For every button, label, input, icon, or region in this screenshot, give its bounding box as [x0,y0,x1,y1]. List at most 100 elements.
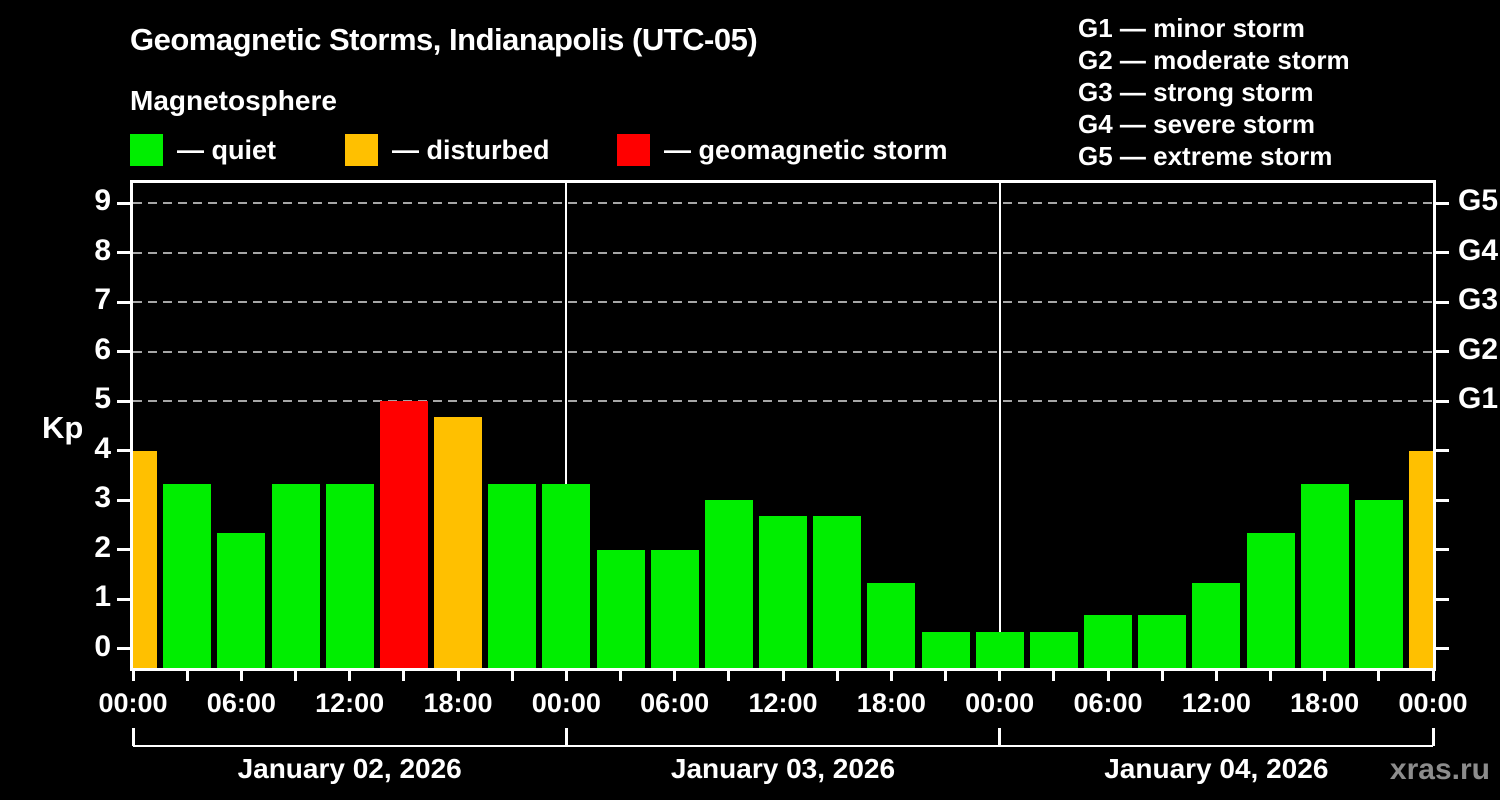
y-tick-right-5 [1436,399,1449,403]
y-tick-right-9 [1436,201,1449,205]
x-tick [348,671,352,681]
x-tick [944,671,947,681]
x-tick [1377,671,1381,681]
x-tick [1106,671,1110,681]
y-tick-label-2: 2 [94,530,111,564]
x-tick [294,671,297,681]
y-tick-label-6: 6 [94,332,111,366]
y-tick-right-2 [1436,548,1449,551]
y-tick-right-0 [1436,647,1449,650]
day-bracket-tick-1 [564,728,568,746]
date-label-day-2: January 03, 2026 [670,753,896,784]
x-tick [1323,671,1327,681]
x-tick-label: 12:00 [1181,688,1251,718]
x-tick-label: 00:00 [965,688,1035,718]
x-tick-label: 00:00 [531,688,601,718]
y-tick-label-4: 4 [94,431,111,465]
kp-bar [704,500,753,668]
gridline-kp7 [133,301,1433,303]
x-tick-label: 12:00 [748,688,818,718]
x-tick [1269,671,1272,681]
g-level-label-G4: G4 [1458,233,1499,267]
kp-bar [650,549,699,668]
kp-bar [434,417,482,668]
legend-swatch-disturbed [345,134,378,166]
y-tick-left-3 [117,498,130,502]
y-tick-left-1 [117,597,130,601]
y-tick-label-5: 5 [94,382,111,415]
y-tick-label-9: 9 [94,184,111,217]
gridline-kp5 [133,400,1433,402]
gridline-kp8 [133,251,1433,254]
kp-bar [1084,615,1132,668]
g-legend-line-5: G5 — extreme storm [1078,141,1333,171]
kp-bar [1409,450,1433,668]
legend-label-storm: — geomagnetic storm [664,134,948,165]
day-separator-line-2 [998,183,1001,668]
day-separator-line-1 [565,183,568,668]
x-tick-label: 18:00 [423,688,493,718]
x-tick [510,671,514,681]
y-tick-left-0 [117,647,130,650]
y-tick-left-6 [117,350,130,353]
x-tick [1431,671,1435,681]
legend-swatch-quiet [130,134,163,166]
kp-bar [1192,582,1241,668]
kp-bar [975,632,1024,668]
x-tick-label: 06:00 [206,688,276,718]
y-tick-left-4 [117,449,130,452]
x-tick [1052,671,1056,681]
x-tick-label: 00:00 [1398,688,1468,718]
chart-subtitle: Magnetosphere [130,85,337,116]
kp-bar [163,483,212,668]
kp-bar [379,401,428,668]
day-bracket-tick-0 [131,728,135,746]
x-tick [239,671,243,681]
y-tick-label-8: 8 [94,233,111,267]
y-tick-left-9 [117,201,130,205]
g-level-label-G5: G5 [1458,184,1499,217]
kp-bar [867,582,916,668]
x-tick [402,671,406,681]
x-tick-label: 06:00 [640,688,710,718]
y-tick-left-7 [117,300,130,304]
x-tick [673,671,677,681]
legend-label-quiet: — quiet [177,134,276,165]
g-legend-line-3: G3 — strong storm [1078,77,1314,107]
y-axis-title: Kp [42,410,84,445]
x-tick-label: 18:00 [856,688,926,718]
day-bracket-tick-3 [1431,728,1435,746]
legend-item-storm: — geomagnetic storm [617,133,948,167]
x-tick [131,671,135,681]
kp-bar [488,483,537,668]
kp-bar [325,483,374,668]
kp-bar [1029,632,1078,668]
x-tick-label: 12:00 [315,688,385,718]
kp-bar [759,516,807,668]
y-tick-right-3 [1436,498,1449,502]
kp-bar [133,450,157,668]
x-tick [185,671,189,681]
kp-bar [596,549,645,668]
g-scale-legend: G1 — minor storm G2 — moderate storm G3 — … [1078,12,1350,172]
x-tick-label: 06:00 [1073,688,1143,718]
gridline-kp6 [133,350,1433,353]
kp-bar [1354,500,1403,668]
y-tick-right-4 [1436,449,1449,452]
legend-item-quiet: — quiet [130,133,276,167]
x-tick [456,671,460,681]
x-tick [998,671,1002,681]
y-tick-left-8 [117,251,130,254]
x-tick [889,671,893,681]
watermark: xras.ru [1389,753,1490,786]
g-level-label-G2: G2 [1458,332,1499,366]
day-bracket-line [133,745,1433,747]
y-tick-right-7 [1436,300,1449,304]
y-tick-label-1: 1 [94,580,111,613]
y-tick-right-6 [1436,350,1449,353]
x-tick [835,671,839,681]
y-tick-label-7: 7 [94,283,111,316]
g-legend-line-1: G1 — minor storm [1078,13,1305,43]
g-level-label-G1: G1 [1458,382,1499,415]
kp-bar [1300,483,1349,668]
